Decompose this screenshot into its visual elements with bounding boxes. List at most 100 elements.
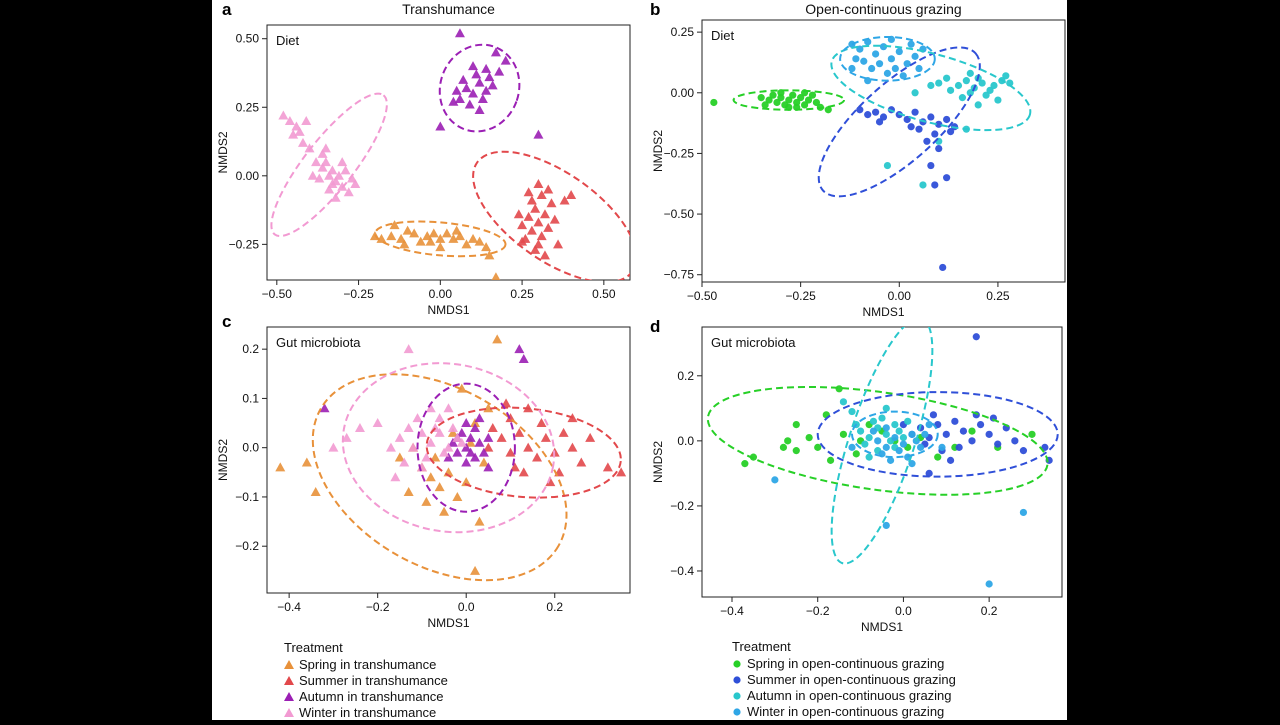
legend-open-continuous-item: Summer in open-continuous grazing [733, 672, 956, 687]
data-point [491, 272, 501, 280]
data-point [470, 422, 481, 432]
data-point [430, 452, 441, 462]
data-point [386, 231, 397, 241]
data-point [439, 447, 450, 457]
data-point [566, 190, 577, 199]
confidence-ellipse [341, 362, 556, 534]
data-point [955, 443, 963, 451]
x-tick-label: 0.50 [592, 287, 616, 301]
data-point [376, 233, 387, 243]
panel-d-frame [701, 326, 1063, 598]
panel-a-plot-area [270, 28, 630, 280]
data-point [448, 96, 459, 106]
data-point [769, 91, 777, 99]
data-point [484, 250, 495, 260]
figure: a Transhumance Diet −0.50 −0.25 0.00 0.25 0.50 −… [212, 0, 1067, 720]
data-point [985, 580, 993, 588]
data-point [328, 442, 339, 452]
data-point [461, 457, 472, 467]
x-tick-label: −0.50 [687, 289, 718, 303]
data-point [470, 565, 481, 575]
data-point [923, 137, 931, 145]
data-point [310, 487, 321, 497]
data-point [875, 118, 884, 126]
data-point [576, 457, 587, 467]
data-point [505, 447, 516, 457]
x-tick-label: 0.25 [510, 287, 534, 301]
data-point [494, 66, 505, 76]
data-point [428, 228, 439, 238]
data-point [938, 443, 946, 451]
confidence-ellipse [851, 410, 939, 459]
data-point [539, 209, 550, 219]
data-point [925, 420, 933, 429]
x-tick-label: 0.00 [429, 287, 453, 301]
data-point [517, 236, 528, 246]
data-point [946, 127, 955, 136]
data-point [545, 477, 556, 487]
series-a-1 [513, 179, 577, 260]
x-axis-label: NMDS1 [862, 305, 904, 319]
data-point [464, 99, 475, 109]
series-c-0 [275, 334, 503, 575]
x-tick-label: 0.00 [888, 289, 912, 303]
data-point [523, 187, 534, 197]
data-point [347, 173, 358, 183]
data-point [425, 403, 436, 413]
data-point [536, 418, 547, 428]
data-point [757, 94, 765, 102]
data-point [452, 432, 463, 442]
data-point [935, 144, 943, 153]
data-point [340, 165, 351, 175]
legend-marker [733, 660, 741, 668]
data-point [474, 516, 485, 526]
confidence-ellipse [732, 89, 846, 111]
legend-label: Summer in transhumance [299, 673, 448, 688]
data-point [474, 236, 485, 246]
data-point [478, 447, 489, 457]
y-tick-label: 0.2 [242, 342, 259, 356]
data-point [792, 447, 800, 455]
data-point [412, 413, 423, 423]
data-point [343, 187, 354, 197]
data-point [481, 242, 492, 252]
data-point [968, 427, 976, 435]
data-point [425, 236, 436, 246]
data-point [785, 96, 793, 104]
data-point [882, 424, 890, 432]
legend-open-continuous-item: Winter in open-continuous grazing [733, 704, 944, 719]
data-point [536, 190, 547, 199]
data-point [891, 434, 899, 442]
panel-a-inset-label: Diet [276, 33, 300, 48]
legend-open-continuous-title: Treatment [732, 639, 791, 654]
data-point [852, 55, 860, 63]
data-point [465, 437, 476, 447]
data-point [895, 447, 903, 455]
data-point [425, 437, 436, 447]
data-point [899, 440, 908, 448]
data-point [439, 506, 450, 516]
y-tick-label: 0.25 [236, 100, 260, 114]
data-point [481, 85, 492, 95]
data-point [1041, 443, 1049, 451]
data-point [558, 427, 569, 437]
data-point [976, 420, 985, 429]
data-point [931, 130, 939, 138]
data-point [474, 77, 485, 87]
legend-label: Winter in open-continuous grazing [747, 704, 944, 719]
data-point [301, 457, 312, 467]
data-point [792, 420, 800, 429]
data-point [394, 432, 405, 442]
confidence-ellipse [311, 373, 568, 582]
data-point [935, 79, 943, 87]
data-point [294, 126, 305, 136]
y-tick-label: 0.50 [236, 32, 260, 46]
x-axis-label: NMDS1 [427, 303, 469, 317]
data-point [443, 442, 454, 452]
data-point [899, 72, 907, 80]
confidence-ellipse [816, 391, 1059, 478]
panel-d-inset-label: Gut microbiota [711, 335, 796, 350]
data-point [861, 440, 869, 448]
data-point [474, 413, 485, 423]
data-point [385, 442, 396, 452]
